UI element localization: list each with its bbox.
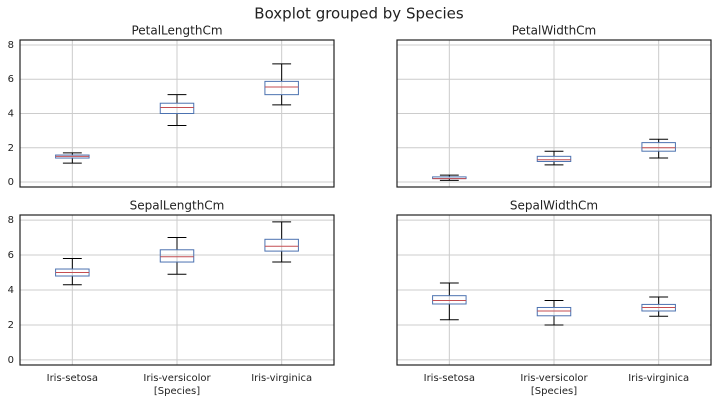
x-tick-label: Iris-setosa (424, 373, 475, 384)
box (536, 155, 572, 162)
y-tick-label: 0 (8, 177, 14, 188)
y-tick-label: 8 (8, 215, 14, 226)
chart-title: Boxplot grouped by Species (254, 5, 464, 23)
box (536, 306, 572, 317)
panel-title: PetalLengthCm (131, 24, 222, 38)
x-tick-label: Iris-versicolor (143, 373, 211, 384)
box (159, 249, 195, 263)
y-tick-label: 4 (8, 285, 14, 296)
panel-frame (19, 39, 335, 188)
x-tick-label: Iris-virginica (251, 373, 312, 384)
y-tick-label: 6 (8, 74, 14, 85)
box (264, 80, 299, 96)
panel-title: SepalLengthCm (130, 199, 225, 213)
y-tick-label: 2 (8, 320, 14, 331)
x-tick-label: Iris-versicolor (520, 373, 588, 384)
box (159, 102, 195, 115)
x-axis-label: [Species] (154, 386, 200, 397)
x-tick-label: Iris-virginica (628, 373, 689, 384)
panel-title: SepalWidthCm (510, 199, 598, 213)
box (264, 238, 299, 252)
y-tick-label: 4 (8, 109, 14, 120)
y-tick-label: 0 (8, 355, 14, 366)
box (432, 295, 467, 305)
y-tick-label: 6 (8, 250, 14, 261)
y-tick-label: 2 (8, 143, 14, 154)
panel-frame (19, 214, 335, 366)
x-axis-label: [Species] (531, 386, 577, 397)
x-tick-label: Iris-setosa (47, 373, 98, 384)
panel-title: PetalWidthCm (512, 24, 597, 38)
box (641, 142, 676, 152)
panel-frame (396, 39, 712, 188)
y-tick-label: 8 (8, 40, 14, 51)
panel-frame (396, 214, 712, 366)
